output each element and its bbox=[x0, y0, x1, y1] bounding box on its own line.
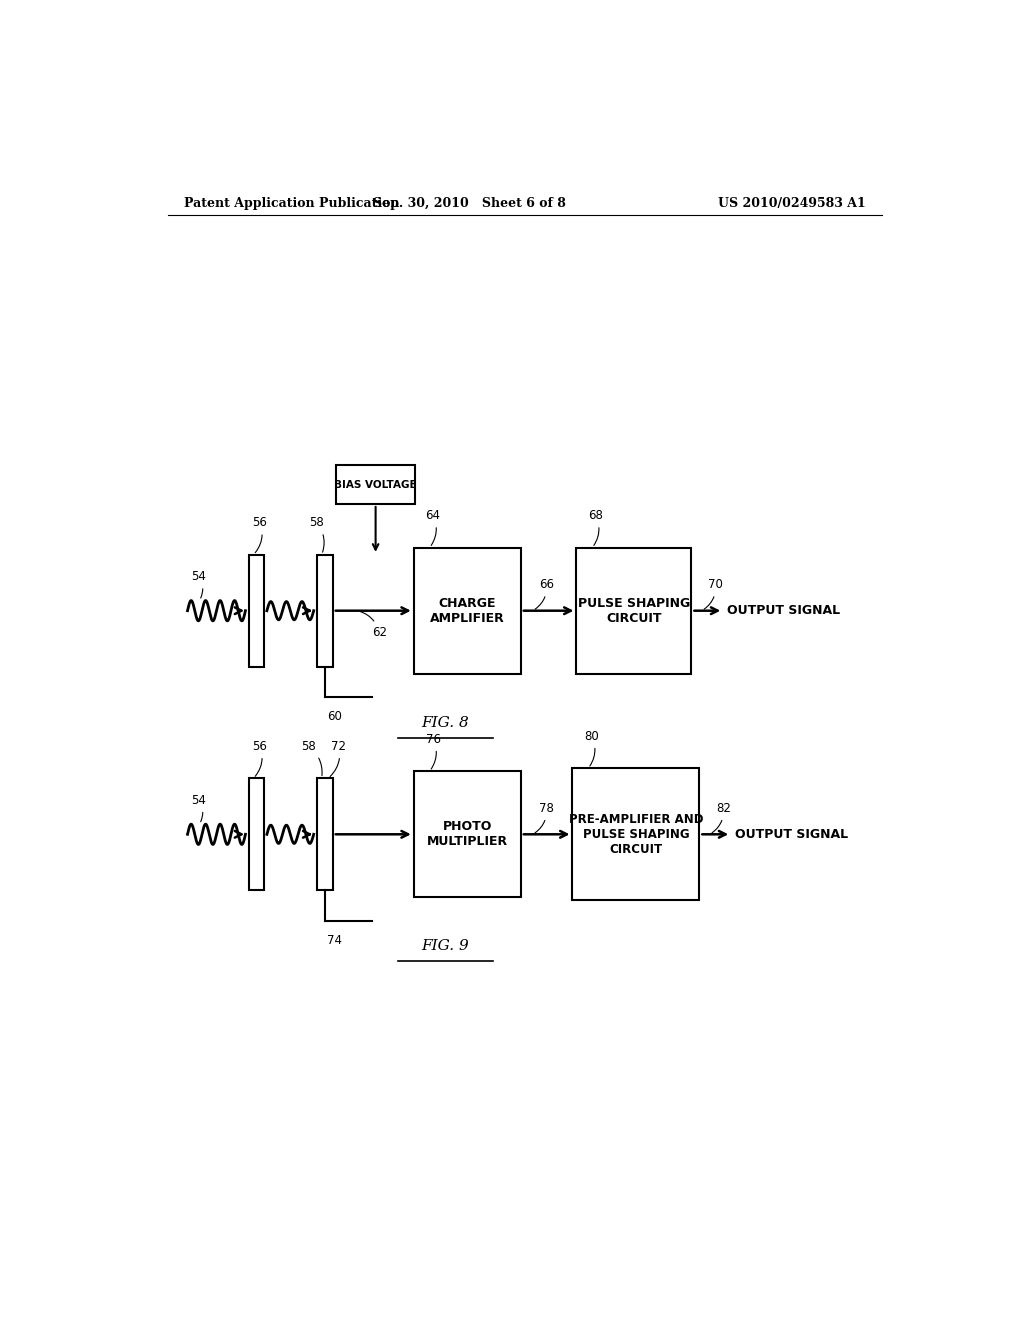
Text: 56: 56 bbox=[253, 516, 267, 553]
Text: 64: 64 bbox=[426, 510, 440, 545]
Text: FIG. 8: FIG. 8 bbox=[422, 715, 469, 730]
Text: 82: 82 bbox=[712, 803, 731, 833]
Text: 74: 74 bbox=[328, 935, 342, 946]
Text: US 2010/0249583 A1: US 2010/0249583 A1 bbox=[718, 197, 866, 210]
Text: Sep. 30, 2010   Sheet 6 of 8: Sep. 30, 2010 Sheet 6 of 8 bbox=[373, 197, 565, 210]
Text: 66: 66 bbox=[536, 578, 554, 610]
Text: 54: 54 bbox=[191, 793, 207, 821]
Text: 56: 56 bbox=[253, 741, 267, 776]
Text: OUTPUT SIGNAL: OUTPUT SIGNAL bbox=[735, 828, 848, 841]
Text: 54: 54 bbox=[191, 570, 207, 598]
Bar bbox=[572, 768, 699, 900]
Text: BIAS VOLTAGE: BIAS VOLTAGE bbox=[334, 479, 417, 490]
Text: PRE-AMPLIFIER AND
PULSE SHAPING
CIRCUIT: PRE-AMPLIFIER AND PULSE SHAPING CIRCUIT bbox=[568, 813, 703, 855]
Bar bbox=[249, 779, 264, 890]
Text: Patent Application Publication: Patent Application Publication bbox=[183, 197, 399, 210]
Text: FIG. 9: FIG. 9 bbox=[422, 940, 469, 953]
Text: 58: 58 bbox=[301, 741, 323, 776]
Bar bbox=[316, 554, 333, 667]
Text: 62: 62 bbox=[360, 611, 387, 639]
Bar bbox=[336, 466, 416, 504]
Bar bbox=[249, 554, 264, 667]
Bar bbox=[414, 771, 521, 898]
Text: PULSE SHAPING
CIRCUIT: PULSE SHAPING CIRCUIT bbox=[578, 597, 690, 624]
Text: 78: 78 bbox=[536, 803, 554, 833]
Text: 68: 68 bbox=[588, 510, 603, 545]
Text: 60: 60 bbox=[328, 710, 342, 723]
Text: PHOTO
MULTIPLIER: PHOTO MULTIPLIER bbox=[427, 820, 508, 849]
Text: 70: 70 bbox=[705, 578, 723, 610]
Text: 76: 76 bbox=[426, 733, 440, 770]
Text: 58: 58 bbox=[309, 516, 325, 552]
Bar bbox=[577, 548, 691, 673]
Text: OUTPUT SIGNAL: OUTPUT SIGNAL bbox=[727, 605, 841, 618]
Text: 72: 72 bbox=[330, 741, 346, 776]
Text: CHARGE
AMPLIFIER: CHARGE AMPLIFIER bbox=[430, 597, 505, 624]
Bar bbox=[414, 548, 521, 673]
Bar bbox=[316, 779, 333, 890]
Text: 80: 80 bbox=[585, 730, 599, 766]
